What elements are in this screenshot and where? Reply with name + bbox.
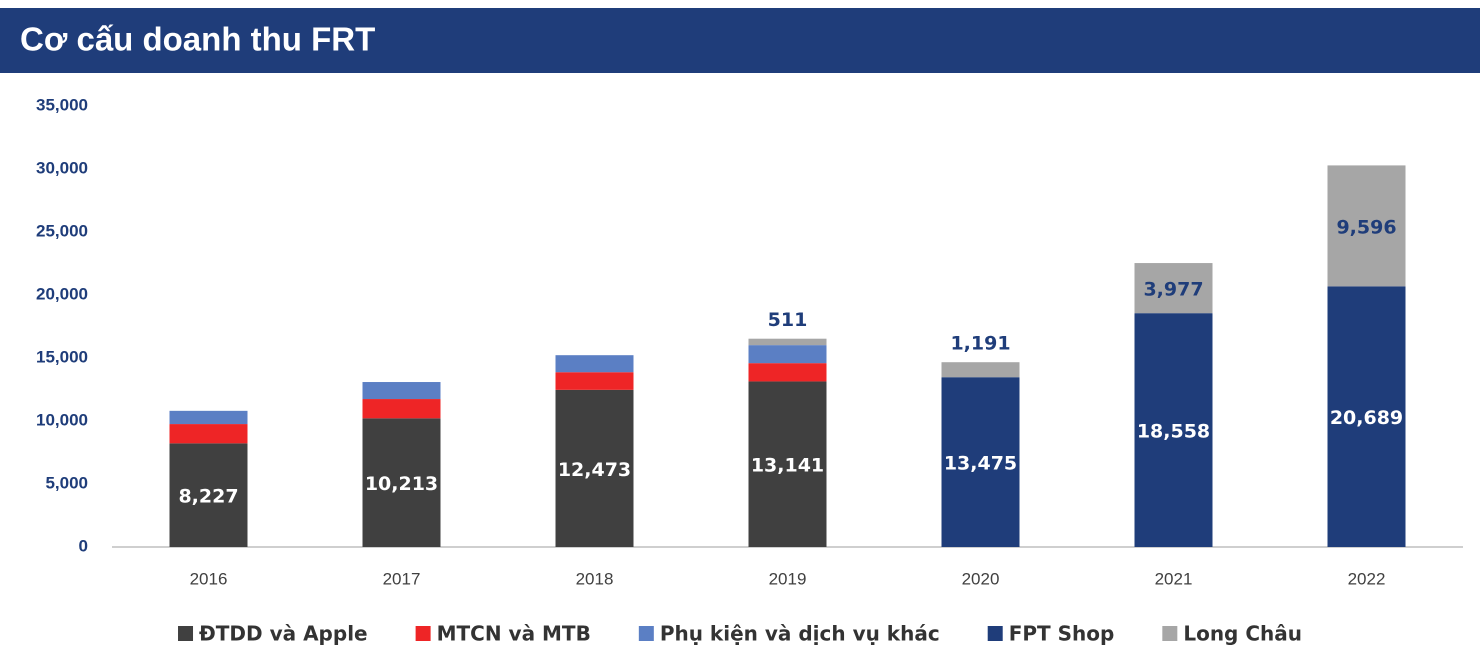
data-label: 13,475 <box>944 453 1017 475</box>
bar-segment <box>1134 263 1213 314</box>
legend-label: Phụ kiện và dịch vụ khác <box>660 622 940 646</box>
data-label: 9,596 <box>1336 216 1396 238</box>
x-tick-label: 2020 <box>962 569 1000 588</box>
bar-segment <box>169 443 248 547</box>
legend-swatch <box>987 626 1003 641</box>
bar-segment <box>1327 286 1406 547</box>
data-label: 18,558 <box>1137 421 1210 443</box>
bar-segment <box>362 382 441 400</box>
bar-segment <box>169 424 248 444</box>
data-label: 10,213 <box>365 473 438 495</box>
legend-swatch <box>638 626 654 641</box>
legend-swatch <box>415 626 431 641</box>
data-label: 1,191 <box>950 333 1010 355</box>
y-tick-label: 25,000 <box>36 221 88 240</box>
legend-swatch <box>1162 626 1178 641</box>
bar-segment <box>748 381 827 547</box>
x-tick-label: 2019 <box>769 569 807 588</box>
data-label: 13,141 <box>751 455 824 477</box>
bar-segment <box>555 355 634 373</box>
y-tick-label: 0 <box>79 536 88 555</box>
legend-label: Long Châu <box>1183 622 1302 646</box>
bar-segment <box>1134 313 1213 547</box>
data-label: 3,977 <box>1143 279 1203 301</box>
bar-segment <box>362 399 441 419</box>
y-tick-label: 30,000 <box>36 158 88 177</box>
bar-segment <box>941 362 1020 378</box>
header-band <box>0 8 1480 73</box>
legend-label: MTCN và MTB <box>437 622 591 646</box>
chart-title: Cơ cấu doanh thu FRT <box>20 21 375 58</box>
bar-segment <box>748 363 827 382</box>
x-tick-label: 2022 <box>1348 569 1386 588</box>
y-tick-label: 35,000 <box>36 95 88 114</box>
bar-segment <box>169 410 248 425</box>
x-tick-label: 2017 <box>383 569 421 588</box>
bar-segment <box>555 389 634 547</box>
x-tick-label: 2018 <box>576 569 614 588</box>
bar-segment <box>555 372 634 390</box>
legend-swatch <box>178 626 194 641</box>
bar-segment <box>748 338 827 346</box>
bar-segment <box>1327 165 1406 287</box>
data-label: 20,689 <box>1330 407 1403 429</box>
bar-segment <box>748 345 827 364</box>
bar-segment <box>941 377 1020 547</box>
data-label: 8,227 <box>178 486 238 508</box>
y-tick-label: 20,000 <box>36 284 88 303</box>
y-tick-label: 5,000 <box>45 473 88 492</box>
x-tick-label: 2021 <box>1155 569 1193 588</box>
data-label: 12,473 <box>558 459 631 481</box>
x-tick-label: 2016 <box>190 569 228 588</box>
data-label: 511 <box>768 309 808 331</box>
y-tick-label: 10,000 <box>36 410 88 429</box>
y-tick-label: 15,000 <box>36 347 88 366</box>
bar-segment <box>362 418 441 547</box>
legend-label: FPT Shop <box>1009 622 1115 646</box>
legend-label: ĐTDD và Apple <box>199 622 368 646</box>
